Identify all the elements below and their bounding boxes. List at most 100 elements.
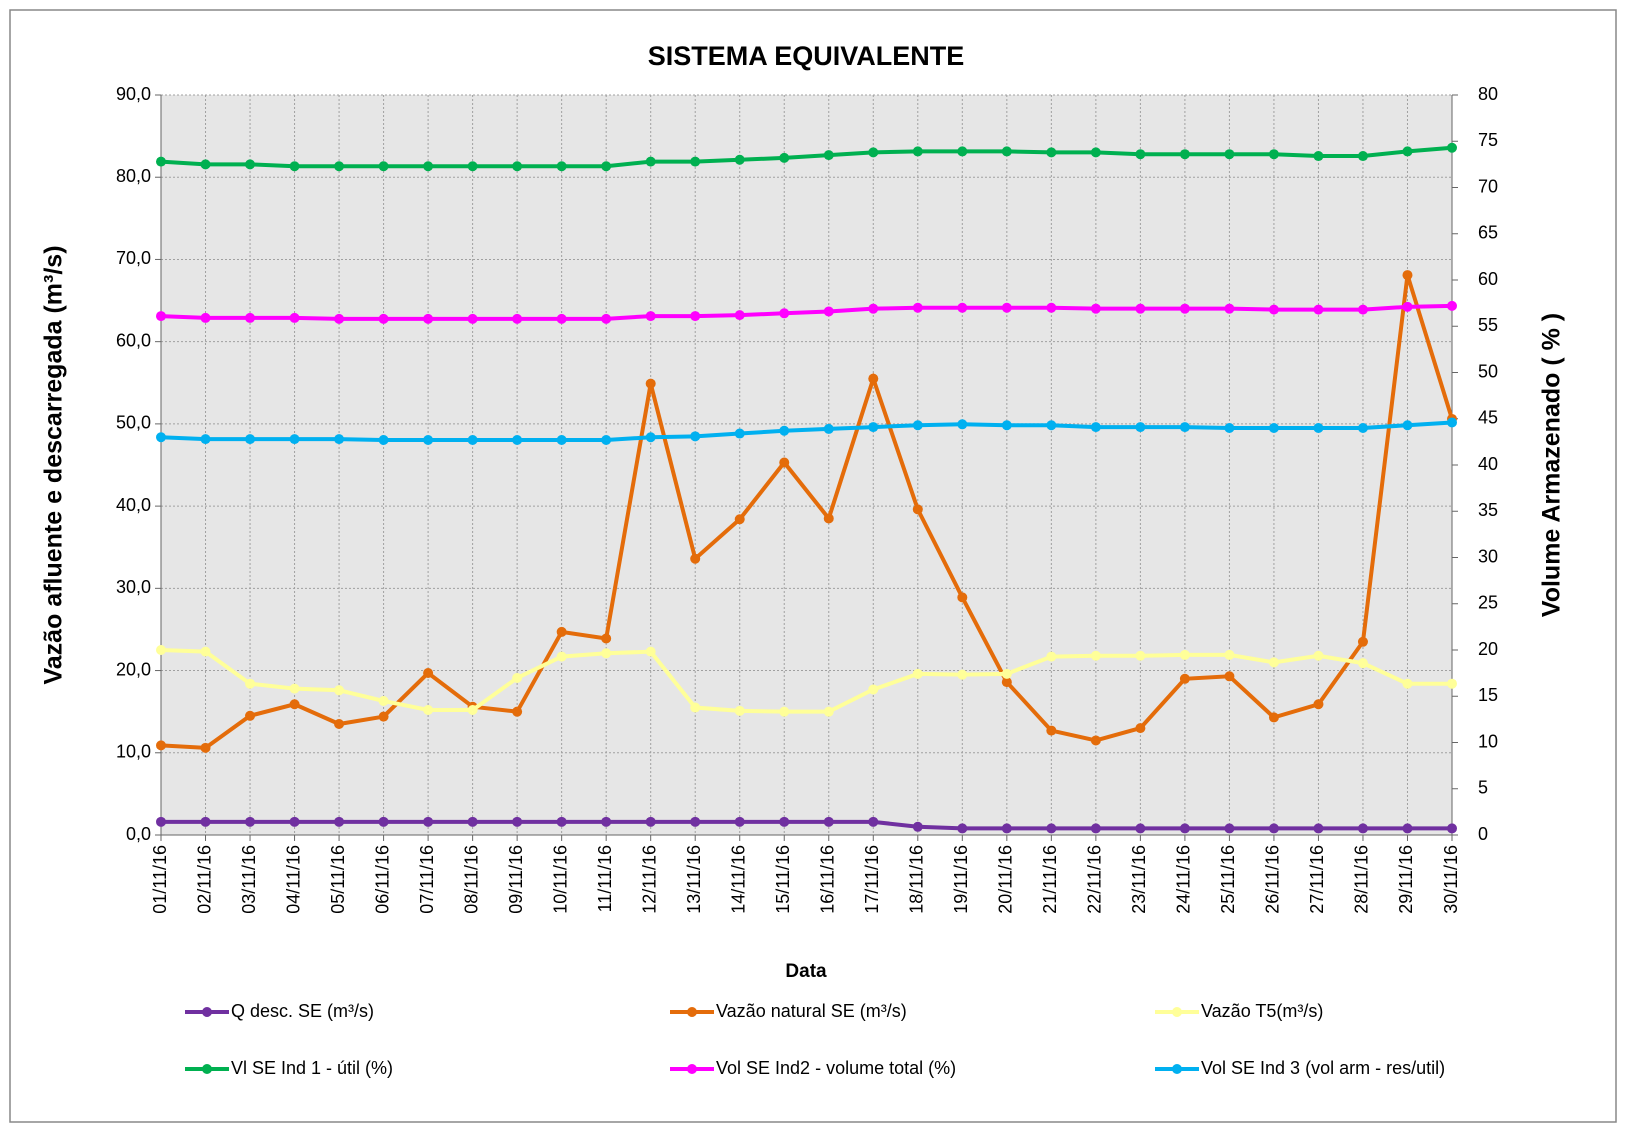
data-point: [779, 308, 790, 319]
data-point: [156, 432, 166, 443]
data-point: [289, 312, 300, 323]
legend-marker: [202, 1007, 212, 1017]
data-point: [957, 592, 968, 603]
data-point: [467, 313, 478, 324]
data-point: [645, 311, 656, 322]
data-point: [779, 425, 790, 436]
y-tick-label: 90,0: [116, 84, 151, 104]
data-point: [1268, 149, 1279, 160]
y-tick-label: 10,0: [116, 742, 151, 762]
data-point: [1447, 678, 1457, 689]
data-point: [868, 373, 879, 384]
data-point: [823, 150, 834, 161]
y2-tick-label: 35: [1478, 500, 1498, 520]
y-tick-label: 40,0: [116, 495, 151, 515]
y-tick-label: 50,0: [116, 413, 151, 433]
x-tick-label: 14/11/16: [728, 845, 748, 914]
data-point: [779, 816, 790, 827]
data-point: [556, 313, 567, 324]
data-point: [1179, 823, 1190, 834]
data-point: [1135, 422, 1146, 433]
data-point: [289, 161, 300, 172]
x-tick-label: 29/11/16: [1396, 845, 1416, 914]
x-tick-label: 28/11/16: [1352, 845, 1372, 914]
data-point: [1046, 651, 1057, 662]
data-point: [734, 154, 745, 165]
data-point: [690, 702, 701, 713]
legend-marker: [687, 1007, 697, 1017]
legend-label: Vazão natural SE (m³/s): [716, 1001, 907, 1021]
series-line: [160, 648, 1452, 714]
series-line: [160, 145, 1453, 169]
data-point: [556, 626, 567, 637]
data-point: [156, 645, 166, 655]
data-point: [823, 423, 834, 434]
data-point: [423, 161, 434, 172]
data-point: [1001, 668, 1012, 679]
x-tick-label: 16/11/16: [818, 845, 838, 914]
x-tick-label: 04/11/16: [283, 845, 303, 914]
data-point: [601, 633, 612, 644]
data-point: [779, 457, 790, 468]
data-point: [645, 156, 656, 167]
legend-label: Vl SE Ind 1 - útil (%): [231, 1058, 393, 1078]
y2-tick-label: 50: [1478, 361, 1498, 381]
data-point: [601, 816, 612, 827]
data-point: [1447, 300, 1457, 311]
y2-tick-label: 0: [1478, 824, 1488, 844]
x-tick-label: 05/11/16: [328, 845, 348, 914]
data-point: [378, 816, 389, 827]
data-point: [556, 435, 567, 446]
data-point: [1224, 423, 1235, 433]
data-point: [423, 435, 434, 446]
x-tick-label: 21/11/16: [1040, 845, 1060, 914]
data-point: [467, 705, 478, 716]
data-point: [334, 816, 345, 827]
data-point: [378, 711, 389, 722]
data-point: [245, 678, 256, 689]
data-point: [156, 311, 166, 322]
data-point: [601, 313, 612, 324]
x-tick-label: 07/11/16: [417, 845, 437, 914]
data-point: [1313, 151, 1324, 162]
x-tick-label: 24/11/16: [1174, 845, 1194, 914]
data-point: [1268, 823, 1279, 834]
data-point: [1001, 146, 1012, 157]
data-point: [601, 648, 612, 659]
data-point: [156, 740, 166, 751]
x-tick-label: 06/11/16: [372, 845, 392, 914]
data-point: [1268, 712, 1279, 723]
data-point: [423, 313, 434, 324]
chart-title: SISTEMA EQUIVALENTE: [648, 41, 965, 71]
data-point: [645, 378, 656, 389]
x-tick-label: 30/11/16: [1441, 845, 1461, 914]
data-point: [512, 706, 523, 717]
data-point: [156, 816, 166, 827]
data-point: [1090, 303, 1101, 314]
x-tick-label: 23/11/16: [1129, 845, 1149, 914]
y-axis-title: Vazão afluente e descarregada (m³/s): [40, 245, 68, 684]
data-point: [512, 435, 523, 446]
data-point: [1001, 677, 1012, 688]
data-point: [1224, 149, 1235, 160]
data-point: [779, 706, 790, 717]
data-point: [1179, 303, 1190, 314]
legend-marker: [1172, 1007, 1182, 1017]
data-point: [1001, 420, 1012, 431]
data-point: [245, 159, 256, 170]
data-point: [1402, 270, 1413, 281]
series-line: [160, 274, 1454, 750]
data-point: [690, 816, 701, 827]
data-point: [823, 706, 834, 717]
data-point: [1224, 649, 1235, 660]
data-point: [1357, 423, 1368, 433]
x-tick-label: 11/11/16: [595, 845, 615, 912]
data-point: [1090, 735, 1101, 746]
data-point: [1224, 303, 1235, 314]
data-point: [1224, 671, 1235, 682]
y2-tick-label: 55: [1478, 315, 1498, 335]
data-point: [734, 310, 745, 321]
data-point: [1001, 302, 1012, 313]
data-point: [1402, 301, 1413, 312]
